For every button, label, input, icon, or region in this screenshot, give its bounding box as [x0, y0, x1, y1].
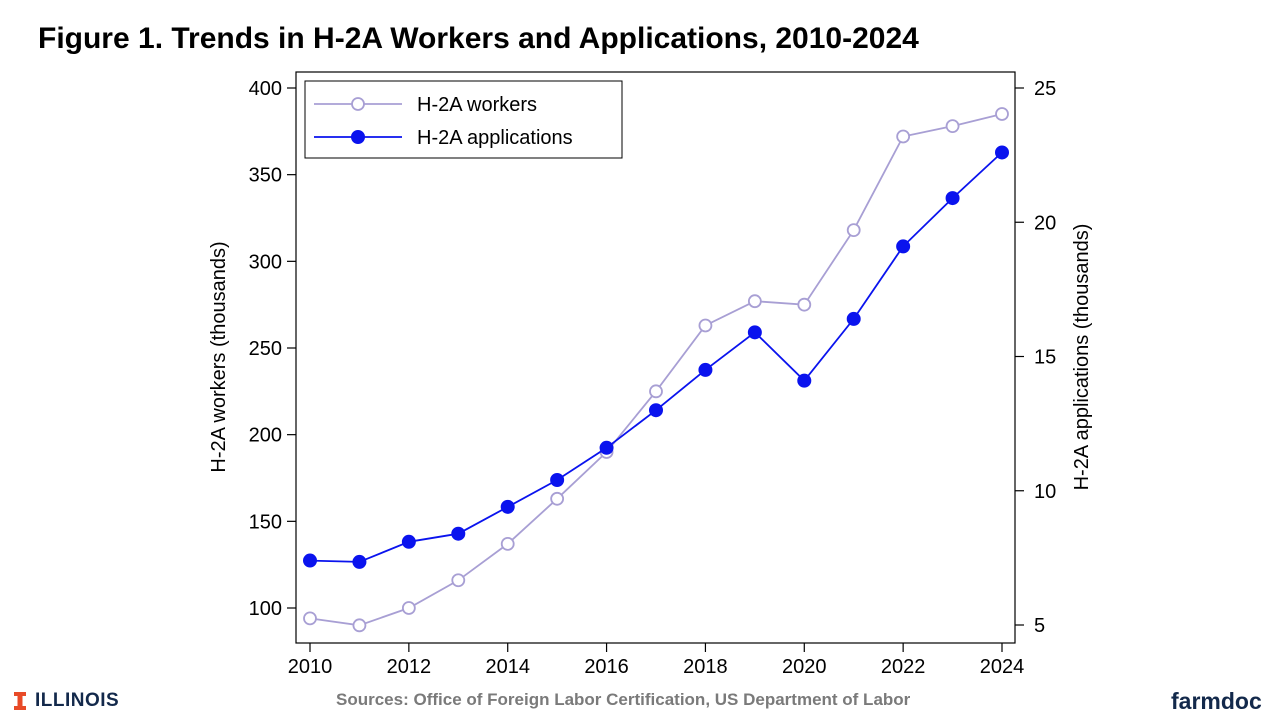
legend-workers-label: H-2A workers	[417, 94, 537, 116]
left-axis-tick-label: 400	[249, 78, 282, 100]
legend: H-2A workers H-2A applications	[304, 80, 623, 159]
series-workers-point	[846, 223, 861, 238]
right-axis-tick-label: 10	[1034, 481, 1056, 503]
series-workers-point	[303, 611, 317, 626]
series-workers-point	[352, 618, 367, 633]
series-workers-point	[649, 384, 663, 399]
slide-title: Figure 1. Trends in H-2A Workers and App…	[38, 22, 919, 55]
x-axis: 2010 2012 2014 2016 2018 2020 2022 2024	[288, 643, 1025, 678]
series-applications-point	[550, 473, 565, 488]
series-applications-point	[500, 499, 515, 514]
sources-note: Sources: Office of Foreign Labor Certifi…	[336, 690, 911, 709]
left-axis-tick-label: 350	[249, 165, 282, 187]
x-axis-tick-label: 2010	[288, 656, 333, 678]
right-axis-tick-label: 25	[1034, 78, 1056, 100]
legend-box	[304, 80, 623, 159]
series-workers-point	[401, 601, 416, 615]
illinois-logo: ILLINOIS	[14, 690, 119, 712]
left-axis: 100 150 200 250 300 350 400	[249, 78, 296, 620]
illinois-block-i-icon	[14, 692, 26, 710]
right-axis-label: H-2A applications (thousands)	[1071, 224, 1093, 491]
series-applications-point	[649, 403, 663, 418]
x-axis-tick-label: 2020	[782, 656, 827, 678]
series-applications-point	[303, 553, 317, 568]
series-applications-line	[309, 151, 1003, 563]
series-workers-point	[500, 536, 515, 551]
left-axis-tick-label: 250	[249, 338, 282, 360]
chart: 100 150 200 250 300 350 400 5 10 15 20 25 2010 2012…	[208, 71, 1093, 678]
series-workers-point	[995, 107, 1009, 121]
series-applications-point	[698, 362, 713, 377]
left-axis-tick-label: 300	[249, 251, 282, 273]
left-axis-tick-label: 150	[249, 511, 282, 533]
series-workers-point	[896, 129, 911, 144]
right-axis-tick-label: 15	[1034, 347, 1056, 369]
x-axis-tick-label: 2016	[584, 656, 629, 678]
right-axis: 5 10 15 20 25	[1015, 78, 1056, 637]
farmdoc-logo: farmdoc	[1171, 688, 1262, 714]
series-workers-point	[797, 297, 812, 312]
left-axis-tick-label: 100	[249, 598, 282, 620]
series-applications-point	[797, 373, 812, 388]
x-axis-tick-label: 2012	[387, 656, 432, 678]
right-axis-tick-label: 20	[1034, 212, 1056, 234]
series-applications-point	[451, 526, 466, 541]
series-layer	[303, 107, 1009, 633]
series-applications-point	[945, 191, 960, 206]
x-axis-tick-label: 2014	[485, 656, 530, 678]
series-applications-point	[995, 145, 1009, 160]
legend-applications-marker	[351, 130, 365, 144]
series-applications-point	[747, 325, 762, 340]
series-workers-point	[698, 318, 713, 333]
series-applications-point	[599, 440, 614, 455]
x-axis-tick-label: 2018	[683, 656, 728, 678]
illinois-logo-text: ILLINOIS	[35, 690, 120, 711]
series-applications-point	[401, 534, 416, 549]
series-workers-point	[451, 573, 466, 588]
plot-frame	[295, 71, 1016, 644]
series-applications-point	[352, 554, 367, 569]
x-axis-tick-label: 2024	[980, 656, 1025, 678]
left-axis-tick-label: 200	[249, 425, 282, 447]
x-axis-tick-label: 2022	[881, 656, 926, 678]
legend-applications-label: H-2A applications	[417, 127, 573, 149]
right-axis-tick-label: 5	[1034, 615, 1045, 637]
series-workers-point	[747, 294, 762, 309]
series-workers-point	[945, 119, 960, 134]
series-applications-point	[846, 311, 861, 326]
left-axis-label: H-2A workers (thousands)	[208, 241, 230, 472]
series-applications-point	[896, 239, 911, 254]
series-workers-point	[550, 491, 565, 506]
legend-workers-marker	[351, 97, 365, 111]
series-workers-line	[309, 113, 1003, 627]
